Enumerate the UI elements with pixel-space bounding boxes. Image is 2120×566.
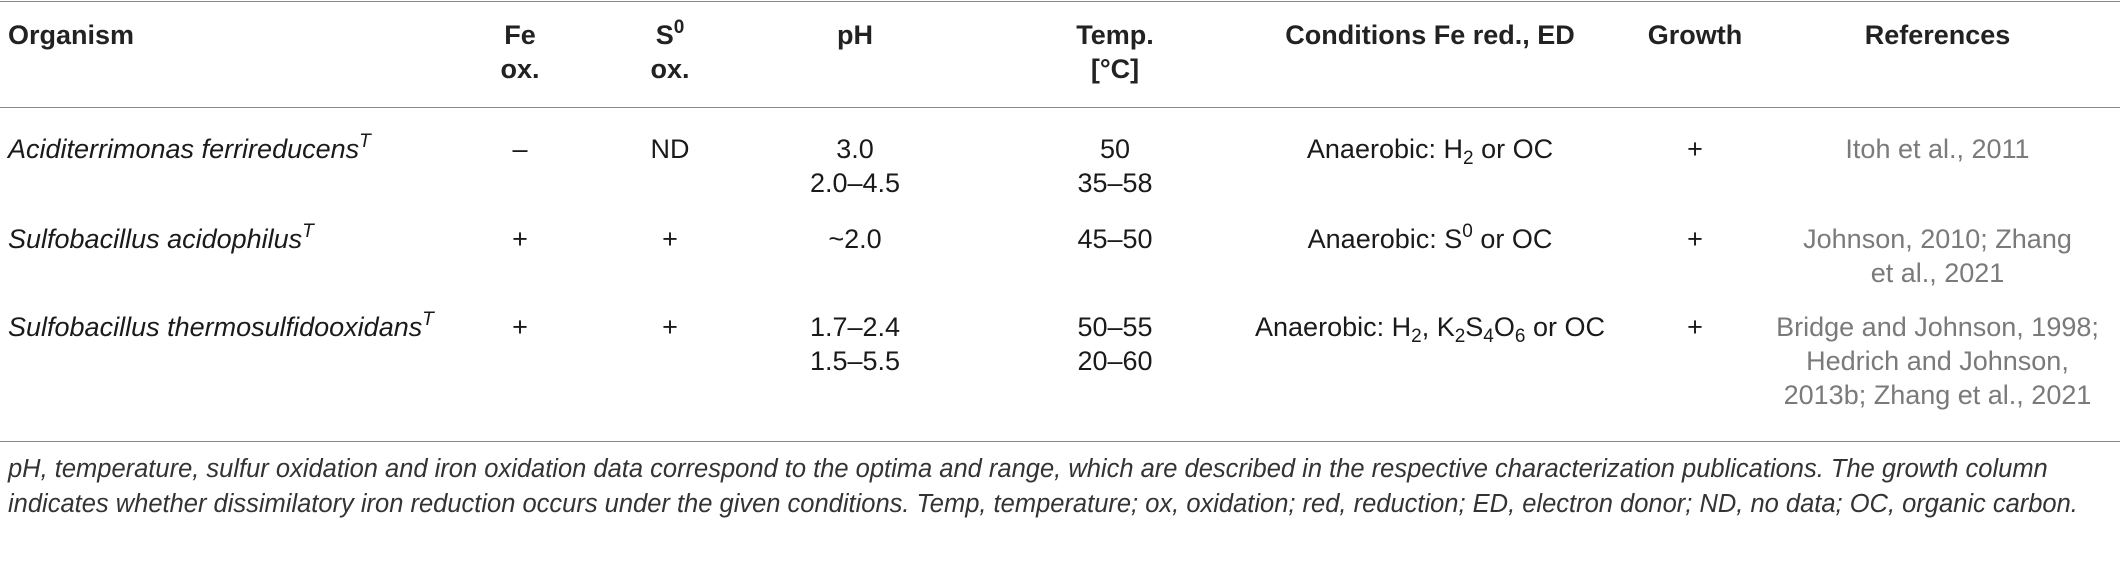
row3-cond-h-sub: 2 (1411, 326, 1422, 347)
row3-cond-s-sub: 4 (1483, 326, 1494, 347)
row3-cond-o-sub: 6 (1514, 326, 1526, 347)
row2-ph-optimum: ~2.0 (828, 224, 882, 254)
row3-fe-ox: + (512, 312, 528, 342)
row1-cond-text: Anaerobic: H (1306, 134, 1463, 164)
header-temp-line1: Temp. (1076, 20, 1154, 50)
row2-fe-ox: + (512, 224, 528, 254)
header-s-ox: S0 ox. (620, 18, 720, 86)
header-s-ox-line2: ox. (650, 54, 690, 84)
row1-temp-optimum: 50 (1099, 134, 1131, 164)
row2-cond-sup: 0 (1462, 221, 1473, 242)
header-temp: Temp. [°C] (1040, 18, 1190, 86)
row2-type-strain-sup: T (302, 221, 314, 242)
header-references: References (1864, 20, 2011, 50)
header-organism: Organism (8, 20, 135, 50)
row1-type-strain-sup: T (359, 131, 371, 152)
row1-fe-ox: – (512, 134, 528, 164)
row2-ph: ~2.0 (780, 222, 930, 256)
row3-cond-s: S (1465, 312, 1484, 342)
table-footnote: pH, temperature, sulfur oxidation and ir… (8, 455, 2078, 518)
header-growth: Growth (1647, 20, 1743, 50)
header-temp-line2: [°C] (1090, 54, 1140, 84)
row1-conditions: Anaerobic: H2 or OC (1230, 132, 1630, 169)
row1-organism-name: Aciditerrimonas ferrireducens (8, 134, 360, 164)
row3-growth: + (1687, 312, 1703, 342)
row3-cond-k-sub: 2 (1454, 326, 1466, 347)
header-fe-ox-line1: Fe (504, 20, 536, 50)
row2-s-ox: + (662, 224, 678, 254)
row1-references: Itoh et al., 2011 (1760, 132, 2115, 166)
row3-type-strain-sup: T (422, 309, 434, 330)
row2-cond-tail: or OC (1472, 224, 1553, 254)
row3-ph: 1.7–2.4 1.5–5.5 (780, 310, 930, 378)
row2-growth: + (1687, 224, 1703, 254)
row2-temp-optimum: 45–50 (1077, 224, 1153, 254)
row2-temp: 45–50 (1040, 222, 1190, 256)
row1-organism: Aciditerrimonas ferrireducensT (8, 132, 371, 166)
row2-ref-line2: et al., 2021 (1870, 258, 2005, 288)
row2-conditions: Anaerobic: S0 or OC (1230, 222, 1630, 256)
row1-ph: 3.0 2.0–4.5 (780, 132, 930, 200)
header-fe-ox-line2: ox. (500, 54, 540, 84)
row1-ref-line1: Itoh et al., 2011 (1845, 134, 2030, 164)
row1-cond-tail: or OC (1473, 134, 1554, 164)
header-conditions: Conditions Fe red., ED (1285, 20, 1575, 50)
row1-s-ox: ND (650, 134, 690, 164)
row3-cond-text: Anaerobic: H (1255, 312, 1412, 342)
row3-references: Bridge and Johnson, 1998; Hedrich and Jo… (1760, 310, 2115, 412)
row1-cond-sub: 2 (1463, 148, 1474, 169)
row3-ref-line1: Bridge and Johnson, 1998; (1776, 312, 2099, 342)
header-s-ox-sup: 0 (673, 17, 685, 38)
table-bottom-rule (0, 441, 2120, 442)
row2-organism: Sulfobacillus acidophilusT (8, 222, 314, 256)
row3-cond-o: O (1493, 312, 1515, 342)
row1-temp: 50 35–58 (1040, 132, 1190, 200)
row1-ph-optimum: 3.0 (836, 134, 874, 164)
row3-ph-range: 1.5–5.5 (809, 346, 901, 376)
row3-conditions: Anaerobic: H2, K2S4O6 or OC (1230, 310, 1630, 347)
row1-ph-range: 2.0–4.5 (809, 168, 901, 198)
row1-temp-range: 35–58 (1077, 168, 1153, 198)
row3-cond-tail: or OC (1525, 312, 1605, 342)
header-s-ox-line1: S0 (620, 18, 720, 52)
header-fe-ox: Fe ox. (470, 18, 570, 86)
row2-references: Johnson, 2010; Zhang et al., 2021 (1760, 222, 2115, 290)
row3-ph-optimum: 1.7–2.4 (809, 312, 901, 342)
header-ph: pH (837, 20, 873, 50)
row3-ref-line2: Hedrich and Johnson, (1806, 346, 2069, 376)
row3-organism: Sulfobacillus thermosulfidooxidansT (8, 310, 434, 344)
row2-organism-name: Sulfobacillus acidophilus (8, 224, 303, 254)
table-top-rule (0, 1, 2120, 2)
header-bottom-rule (0, 107, 2120, 108)
header-s-ox-base: S (655, 20, 674, 50)
row3-cond-k: , K (1421, 312, 1455, 342)
row3-temp-optimum: 50–55 (1077, 312, 1153, 342)
row3-organism-name: Sulfobacillus thermosulfidooxidans (8, 312, 423, 342)
row3-temp-range: 20–60 (1077, 346, 1153, 376)
row3-ref-line3: 2013b; Zhang et al., 2021 (1783, 380, 2092, 410)
row3-temp: 50–55 20–60 (1040, 310, 1190, 378)
row2-ref-line1: Johnson, 2010; Zhang (1803, 224, 2072, 254)
row3-s-ox: + (662, 312, 678, 342)
row2-cond-text: Anaerobic: S (1307, 224, 1463, 254)
row1-growth: + (1687, 134, 1703, 164)
